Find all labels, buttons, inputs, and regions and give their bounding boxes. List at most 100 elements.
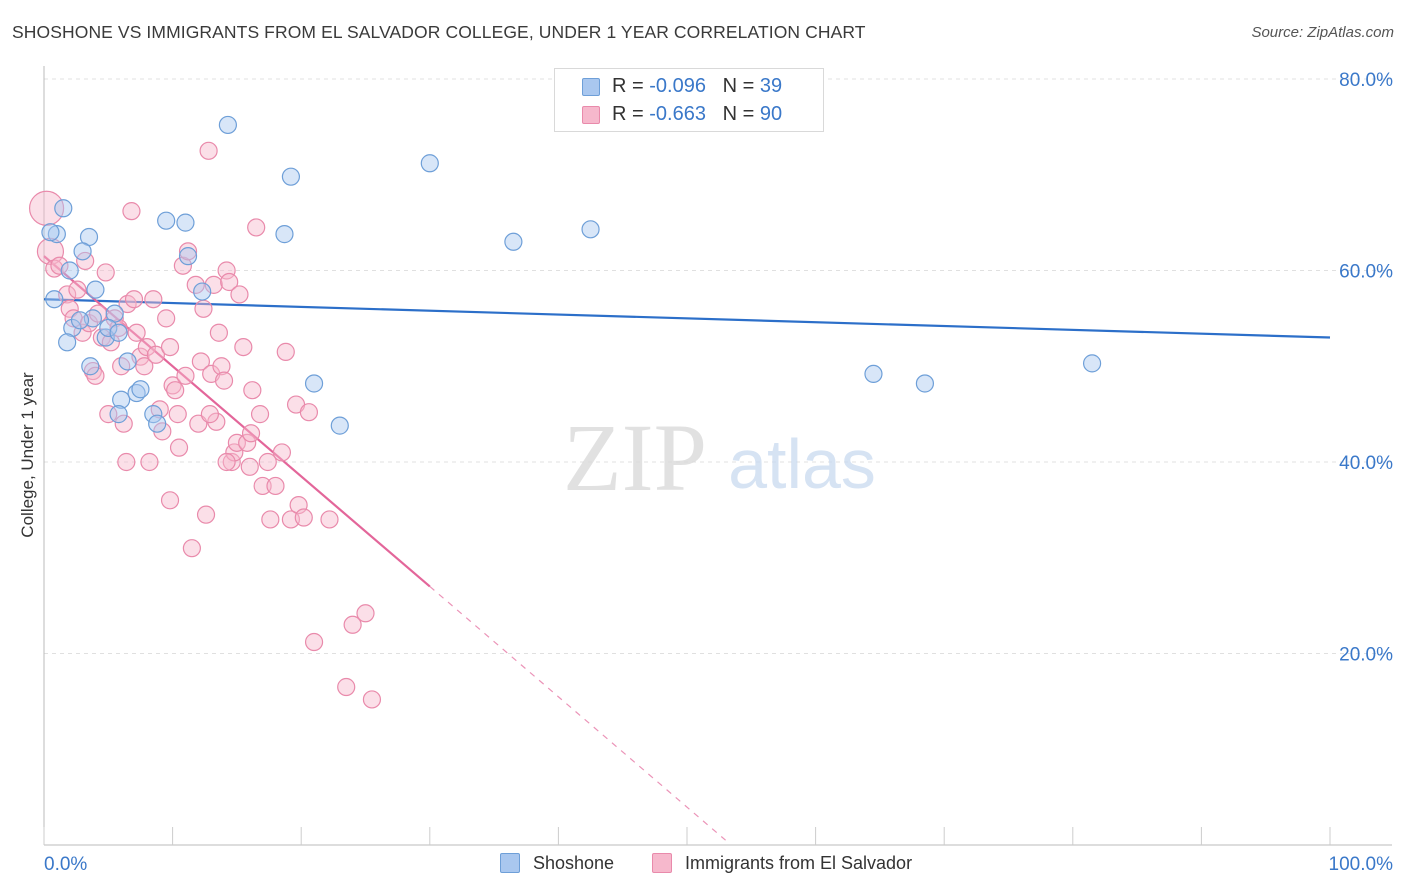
- y-axis-label: College, Under 1 year: [18, 372, 37, 538]
- shoshone-point: [178, 247, 198, 266]
- data-points: [28, 115, 1102, 709]
- shoshone-point: [304, 374, 324, 393]
- el-salvador-point: [86, 366, 105, 385]
- shoshone-point: [86, 280, 105, 299]
- el-salvador-point: [243, 381, 262, 400]
- shoshone-point: [281, 167, 301, 186]
- y-tick-label: 40.0%: [1339, 453, 1393, 474]
- el-salvador-point: [238, 433, 257, 452]
- el-salvador-point: [241, 424, 261, 443]
- legend-label-el-salvador: Immigrants from El Salvador: [685, 853, 913, 873]
- shoshone-point: [218, 115, 237, 135]
- el-salvador-point: [266, 476, 285, 496]
- el-salvador-point: [196, 505, 216, 524]
- legend-label-shoshone: Shoshone: [533, 853, 615, 873]
- el-salvador-point: [212, 357, 231, 376]
- el-salvador-point: [105, 309, 124, 328]
- tick-labels: 20.0% 40.0% 60.0% 80.0% 0.0% 100.0%: [44, 70, 1393, 875]
- y-tick-label: 20.0%: [1339, 645, 1393, 666]
- y-tick-label: 60.0%: [1339, 262, 1393, 283]
- el-salvador-trend-line: [43, 255, 431, 588]
- el-salvador-point: [320, 510, 339, 529]
- axes: [43, 66, 1392, 846]
- el-salvador-point: [362, 690, 382, 709]
- legend-swatch-blue: [500, 853, 520, 873]
- shoshone-point: [54, 199, 73, 218]
- x-tick-label: 0.0%: [44, 854, 87, 875]
- shoshone-point: [275, 225, 294, 244]
- shoshone-point: [176, 213, 195, 232]
- y-tick-label: 80.0%: [1339, 70, 1393, 91]
- chart-source: Source: ZipAtlas.com: [1251, 24, 1394, 41]
- el-salvador-point: [204, 275, 223, 294]
- el-salvador-point: [114, 414, 133, 433]
- el-salvador-point: [127, 323, 146, 342]
- el-salvador-point: [160, 338, 180, 357]
- el-salvador-point: [68, 280, 87, 299]
- el-salvador-point: [50, 256, 69, 275]
- el-salvador-point: [261, 510, 280, 529]
- el-salvador-point: [92, 328, 111, 347]
- shoshone-point: [420, 154, 439, 173]
- el-salvador-point: [200, 405, 219, 424]
- el-salvador-point: [250, 405, 270, 424]
- shoshone-point: [504, 232, 523, 251]
- el-salvador-point: [117, 452, 136, 472]
- shoshone-point: [157, 211, 176, 230]
- el-salvador-point: [272, 443, 292, 462]
- el-salvador-point: [294, 508, 313, 527]
- shoshone-point: [915, 374, 935, 393]
- el-salvador-point: [178, 242, 198, 261]
- shoshone-point: [41, 223, 60, 242]
- el-salvador-point: [109, 318, 128, 338]
- el-salvador-point: [144, 290, 163, 309]
- el-salvador-point: [217, 452, 236, 472]
- shoshone-point: [193, 282, 212, 301]
- el-salvador-point: [299, 403, 319, 422]
- shoshone-point: [144, 405, 163, 424]
- el-salvador-point: [343, 615, 362, 634]
- legend-r-value: -0.096: [649, 75, 706, 97]
- el-salvador-point: [234, 338, 253, 357]
- shoshone-point: [581, 220, 600, 239]
- trend-lines: [43, 255, 1331, 841]
- shoshone-point: [45, 290, 64, 309]
- el-salvador-point: [217, 261, 236, 280]
- shoshone-point: [58, 333, 77, 352]
- el-salvador-point: [96, 263, 115, 282]
- el-salvador-point: [194, 299, 213, 318]
- el-salvador-trend-extension: [429, 586, 726, 841]
- el-salvador-point: [169, 438, 189, 457]
- el-salvador-point: [230, 285, 249, 304]
- shoshone-point: [148, 414, 167, 433]
- shoshone-point: [63, 318, 82, 338]
- el-salvador-point: [337, 677, 356, 697]
- shoshone-point: [47, 225, 66, 244]
- el-salvador-point: [247, 218, 266, 237]
- el-salvador-point: [173, 256, 192, 275]
- el-salvador-point: [135, 357, 154, 376]
- shoshone-point: [131, 380, 150, 399]
- shoshone-point: [73, 242, 92, 261]
- chart-title: SHOSHONE VS IMMIGRANTS FROM EL SALVADOR …: [12, 22, 866, 42]
- el-salvador-point: [214, 371, 234, 390]
- el-salvador-point: [166, 381, 185, 400]
- legend-swatch-blue: [582, 78, 600, 96]
- el-salvador-point: [191, 352, 210, 371]
- el-salvador-point: [253, 476, 272, 496]
- shoshone-point: [109, 323, 128, 342]
- watermark-atlas: atlas: [728, 425, 876, 503]
- watermark: ZIP atlas: [563, 404, 876, 511]
- el-salvador-point: [182, 539, 201, 558]
- shoshone-point: [109, 405, 128, 424]
- el-salvador-point: [83, 361, 102, 381]
- el-salvador-point: [209, 323, 228, 342]
- el-salvador-point: [356, 604, 375, 623]
- el-salvador-point: [276, 342, 295, 361]
- shoshone-point: [99, 318, 118, 338]
- x-tick-label: 100.0%: [1329, 854, 1394, 875]
- legend-stats-el-salvador: R = -0.663 N = 90: [612, 103, 783, 125]
- el-salvador-point: [140, 452, 159, 472]
- el-salvador-point: [258, 452, 277, 472]
